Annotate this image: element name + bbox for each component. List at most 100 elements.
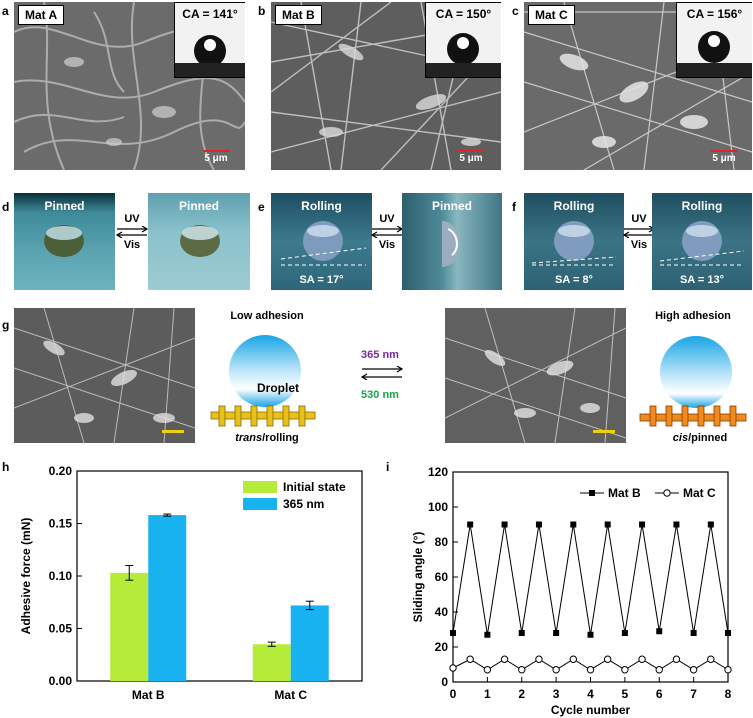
x-tick-label: 0	[450, 687, 457, 701]
data-point	[603, 655, 612, 663]
cis-pinned-label: cis/pinned	[650, 432, 750, 444]
y-tick-label: 80	[435, 535, 449, 549]
droplet-f-left	[531, 221, 617, 266]
panel-label-d: d	[2, 200, 10, 214]
wavelength-365: 365 nm	[361, 349, 399, 361]
data-point	[552, 666, 560, 674]
x-tick-label: 1	[484, 687, 491, 701]
contact-angle-inset-a: CA = 141°	[174, 2, 245, 78]
mat-c-tag: Mat C	[528, 5, 575, 25]
scale-label-c: 5 μm	[712, 153, 736, 164]
sem-image-mat-a: Mat A CA = 141° 5 μm	[14, 2, 245, 170]
legend-marker	[663, 489, 671, 497]
data-point	[450, 630, 456, 636]
droplet-silhouette-c	[677, 31, 752, 77]
panel-label-g: g	[2, 318, 10, 332]
panel-label-h: h	[2, 460, 10, 474]
y-tick-label: 0.10	[49, 569, 73, 583]
y-axis-label: Sliding angle (°)	[411, 532, 425, 623]
data-point	[449, 664, 457, 672]
data-point	[466, 655, 474, 663]
data-point	[725, 630, 731, 636]
legend-marker	[589, 490, 595, 496]
legend-label: Mat B	[608, 486, 641, 500]
data-point	[604, 521, 611, 528]
bar-chart-adhesive-force: 0.00 0.05 0.10 0.15 0.20 Adhesive force (mN) M…	[19, 464, 363, 702]
y-tick-label: 120	[428, 465, 448, 479]
contact-angle-value-b: CA = 150°	[435, 7, 492, 21]
panel-label-c: c	[512, 4, 519, 18]
uv-vis-switch-e: UV Vis	[369, 213, 405, 251]
droplet-e-right	[442, 221, 461, 267]
x-tick-label: 4	[587, 687, 594, 701]
uv-vis-switch-f: UV Vis	[621, 213, 657, 251]
y-axis-label: Adhesive force (mN)	[19, 518, 33, 635]
scale-bar-a: 5 μm	[196, 150, 236, 164]
wavelength-530: 530 nm	[361, 389, 399, 401]
bar	[148, 515, 187, 681]
scale-label-a: 5 μm	[204, 153, 228, 164]
switch-arrows-icon	[115, 226, 149, 238]
legend-label: Initial state	[283, 480, 346, 494]
uv-label-d: UV	[124, 213, 140, 225]
uv-label-e: UV	[379, 213, 395, 225]
data-point	[500, 655, 509, 663]
data-point	[535, 521, 542, 528]
droplet-photo-e-right: Pinned	[402, 193, 502, 290]
line-chart-sliding-angle: 0 20 40 60 80 100 120 0 1 2 3 4 5 6 7 8 Cycle number Slid…	[411, 465, 732, 717]
data-point	[673, 521, 680, 528]
data-point	[655, 666, 663, 674]
state-label-d-left: Pinned	[44, 199, 85, 213]
panel-label-f: f	[512, 200, 516, 214]
data-point	[484, 631, 491, 638]
data-point	[621, 630, 628, 636]
scale-bar-b: 5 μm	[451, 150, 491, 164]
sem-image-mat-b: Mat B CA = 150° 5 μm	[271, 2, 501, 170]
trans-rest: /rolling	[262, 432, 299, 444]
y-tick-label: 0.05	[49, 622, 73, 636]
data-point	[656, 628, 663, 635]
mat-a-tag: Mat A	[18, 5, 65, 25]
y-tick-label: 60	[435, 570, 449, 584]
state-label-d-right: Pinned	[178, 199, 219, 213]
panel-label-e: e	[258, 200, 265, 214]
cis-rest: /pinned	[688, 432, 728, 444]
droplet-e-left	[280, 221, 367, 266]
droplet-f-right	[659, 221, 745, 266]
state-label-f-right: Rolling	[681, 199, 723, 213]
y-tick-label: 0.00	[49, 674, 73, 688]
mat-b-tag: Mat B	[275, 5, 322, 25]
data-point	[638, 655, 646, 663]
data-point	[672, 655, 681, 663]
panel-label-b: b	[258, 4, 266, 18]
data-point	[518, 630, 525, 636]
x-category-label: Mat C	[274, 688, 307, 702]
data-point	[467, 521, 474, 528]
sliding-angle-f-left: SA = 8°	[555, 274, 593, 286]
scale-label-b: 5 μm	[459, 153, 483, 164]
data-point	[639, 521, 646, 528]
contact-angle-inset-b: CA = 150°	[425, 2, 501, 78]
sem-image-mat-c: Mat C CA = 156° 5 μm	[524, 2, 752, 170]
data-point	[690, 630, 697, 636]
y-tick-label: 20	[435, 640, 449, 654]
plot-frame	[452, 471, 729, 683]
scale-bar-c: 5 μm	[704, 150, 744, 164]
trans-italic: trans	[235, 432, 263, 444]
x-tick-label: 5	[622, 687, 629, 701]
vis-label-d: Vis	[123, 239, 141, 251]
contact-angle-value-a: CA = 141°	[182, 7, 238, 21]
data-point	[535, 655, 543, 663]
trans-rolling-label: trans/rolling	[212, 432, 322, 444]
droplet-photo-f-left: Rolling SA = 8°	[524, 193, 624, 290]
data-point	[689, 666, 698, 674]
sliding-angle-e-left: SA = 17°	[299, 274, 344, 286]
droplet-photo-d-left: Pinned	[14, 193, 115, 290]
droplet-photo-d-right: Pinned	[148, 193, 250, 290]
droplet-silhouette-a	[175, 35, 245, 77]
state-label-e-left: Rolling	[301, 199, 342, 213]
x-tick-label: 8	[725, 687, 732, 701]
data-point	[587, 631, 594, 638]
y-tick-label: 0	[441, 675, 448, 689]
data-point	[707, 655, 715, 663]
